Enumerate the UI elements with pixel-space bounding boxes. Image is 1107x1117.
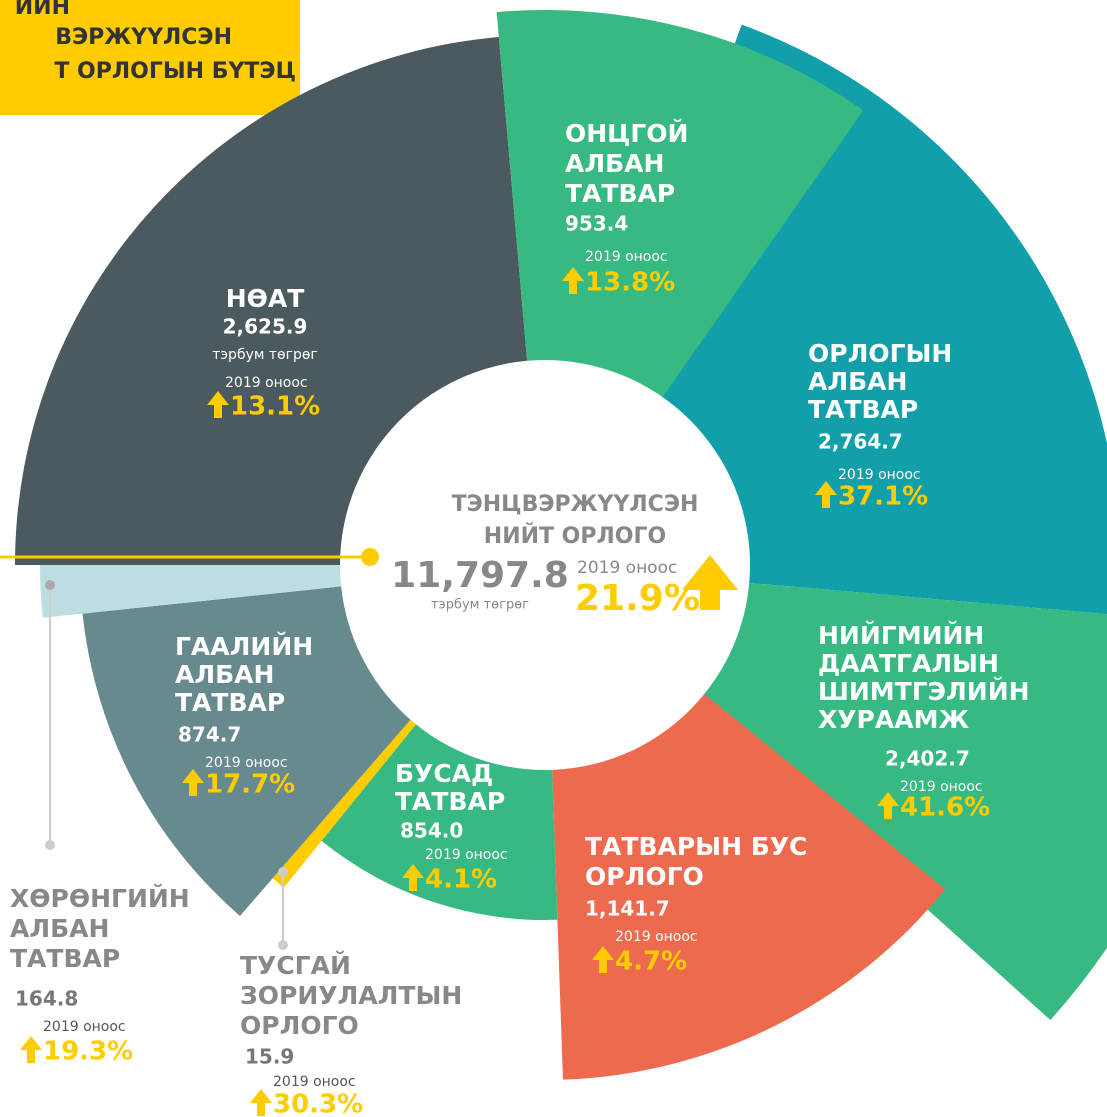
value-label: 2,625.9 [223,315,308,339]
value-label: 854.0 [400,819,463,843]
segment [496,10,864,402]
category-label: ОРЛОГЫН [808,339,952,368]
growth-caption: 2019 оноос [425,847,508,863]
growth-caption: 2019 оноос [273,1074,356,1090]
up-arrow [182,769,204,796]
center-total: 11,797.8 [391,555,569,596]
center-growth: 21.9% [575,578,700,619]
category-label: АЛБАН [175,660,274,689]
category-label: ТУСГАЙ [240,951,351,980]
category-label: ТАТВАР [565,179,675,208]
growth-label: 13.8% [585,268,675,298]
up-arrow [207,391,229,418]
category-label: ГААЛИЙН [175,632,313,661]
category-label: ХӨРӨНГИЙН [10,884,190,913]
growth-label: 19.3% [43,1037,133,1067]
title-box [0,0,300,115]
category-label: ШИМТГЭЛИЙН [818,677,1030,706]
center-title: НИЙТ ОРЛОГО [484,523,666,549]
up-arrow [815,481,837,508]
category-label: ОРЛОГО [585,862,704,891]
growth-label: 17.7% [205,770,295,800]
category-label: ОРЛОГО [240,1011,359,1040]
segments [15,10,1107,1080]
category-label: ТАТВАР [175,688,285,717]
segment [82,585,414,916]
growth-label: 13.1% [230,392,320,422]
up-arrow [20,1036,42,1063]
growth-caption: 2019 оноос [838,467,921,483]
pointer-dot [361,548,379,566]
category-label: ТАТВАР [808,395,918,424]
category-label: ХУРААМЖ [818,705,969,734]
category-label: АЛБАН [808,367,907,396]
category-label: БУСАД [395,759,493,788]
value-label: 15.9 [245,1045,294,1069]
category-label: НӨАТ [226,284,305,313]
up-arrow [250,1089,272,1116]
title-line: ИЙН [15,0,70,20]
growth-label: 4.1% [425,865,497,895]
growth-label: 41.6% [900,793,990,823]
value-label: 874.7 [178,723,241,747]
category-label: АЛБАН [565,149,664,178]
center-caption: 2019 оноос [577,558,677,578]
unit-label: тэрбум төгрөг [212,347,318,363]
growth-caption: 2019 оноос [205,755,288,771]
center-unit: тэрбум төгрөг [431,598,529,613]
segment [15,37,528,566]
growth-label: 37.1% [838,482,928,512]
center-circle [340,360,750,770]
growth-caption: 2019 оноос [43,1019,126,1035]
pointer-dot [45,840,55,850]
category-label: ЗОРИУЛАЛТЫН [240,981,462,1010]
growth-caption: 2019 оноос [225,375,308,391]
up-arrow [562,267,584,294]
title-line: Т ОРЛОГЫН БҮТЭЦ [54,59,296,84]
up-arrow [877,792,899,819]
growth-label: 30.3% [273,1090,363,1117]
category-label: АЛБАН [10,914,109,943]
segment [272,715,420,888]
segment [693,582,1107,1021]
value-label: 953.4 [565,212,628,236]
category-label: ТАТВАР [10,944,120,973]
up-arrow [682,555,738,610]
pointer-dot [45,580,55,590]
growth-label: 4.7% [615,947,687,977]
center-title: ТЭНЦВЭРЖҮҮЛСЭН [452,492,699,517]
up-arrow [402,864,424,891]
segment [551,690,946,1080]
value-label: 2,402.7 [885,747,970,771]
growth-caption: 2019 оноос [615,929,698,945]
category-label: ОНЦГОЙ [565,119,688,148]
value-label: 164.8 [15,987,78,1011]
value-label: 2,764.7 [818,430,903,454]
growth-caption: 2019 оноос [900,779,983,795]
segment [40,565,347,618]
category-label: ТАТВАР [395,787,505,816]
title-line: ВЭРЖҮҮЛСЭН [55,25,232,50]
segment [321,720,558,920]
category-label: ДААТГАЛЫН [818,649,999,678]
value-label: 1,141.7 [585,897,670,921]
category-label: НИЙГМИЙН [818,621,984,650]
category-label: ТАТВАРЫН БУС [585,832,807,861]
pointer-dot [278,867,288,877]
pointer-dot [278,940,288,950]
growth-caption: 2019 оноос [585,249,668,265]
up-arrow [592,946,614,973]
